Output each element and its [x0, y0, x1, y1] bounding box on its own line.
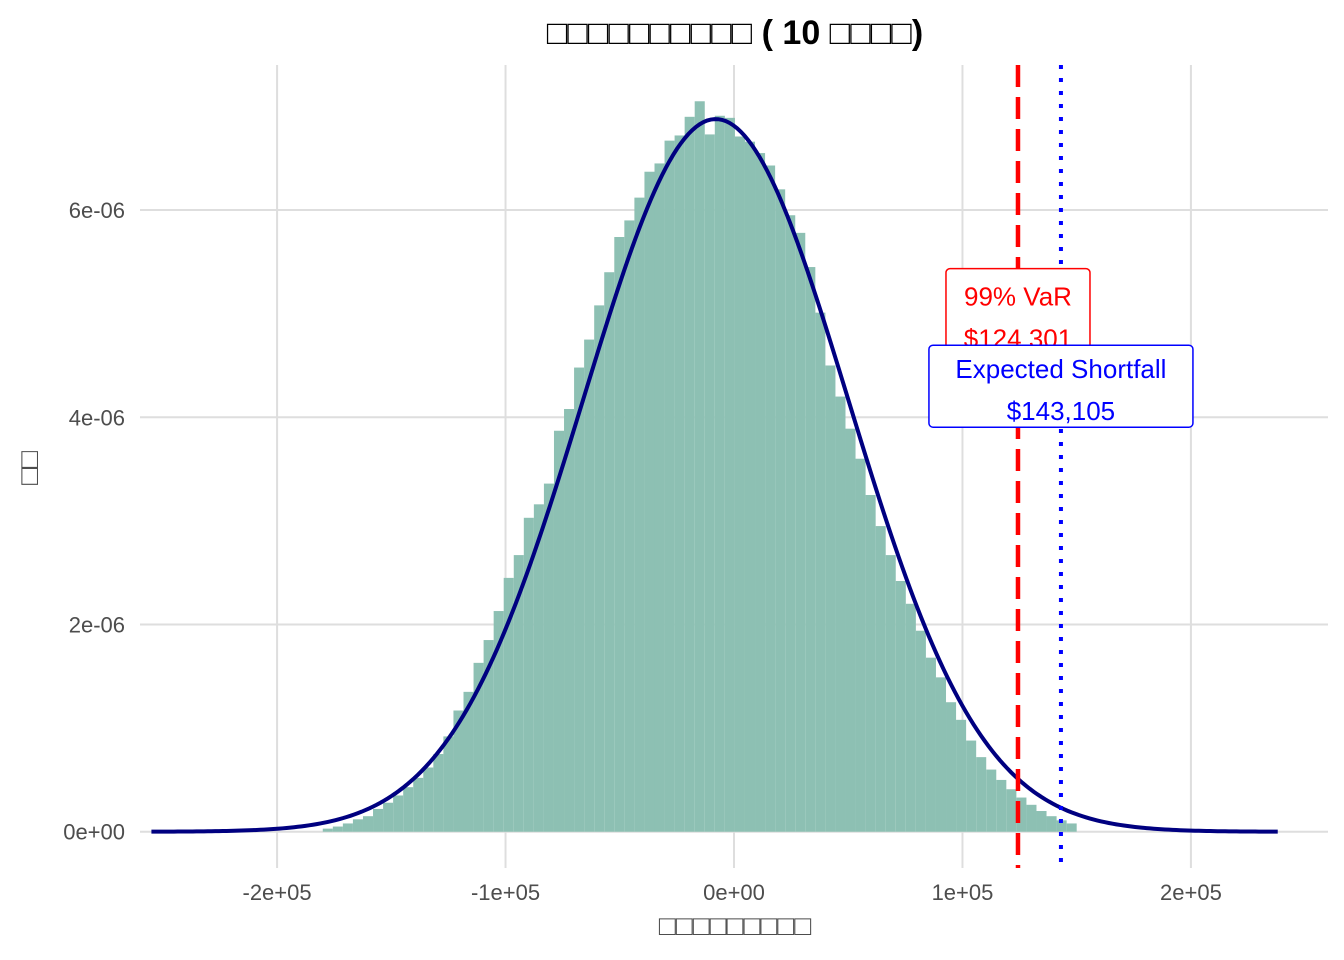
histogram-bar [956, 719, 967, 832]
histogram-bar [935, 677, 947, 832]
histogram-bar [986, 769, 997, 832]
histogram-bar [755, 153, 766, 832]
var-label: 99% VaR [964, 282, 1072, 312]
histogram-bar [1036, 811, 1047, 832]
histogram-bar [885, 555, 896, 832]
histogram-bar [644, 171, 655, 832]
histogram-bar [674, 135, 685, 832]
histogram-bar [503, 577, 514, 832]
x-tick-label: 1e+05 [932, 880, 994, 905]
histogram-bar [976, 757, 987, 832]
histogram-bar [1016, 797, 1027, 832]
histogram-bar [765, 165, 776, 832]
histogram-bar [574, 367, 585, 832]
histogram-bar [915, 630, 926, 832]
histogram-bar [604, 272, 615, 832]
histogram-bar [775, 189, 786, 832]
y-tick-label: 2e-06 [69, 613, 125, 638]
histogram-bar [865, 494, 876, 832]
histogram-bar [1006, 789, 1017, 832]
histogram-bar [805, 267, 816, 832]
y-tick-label: 4e-06 [69, 405, 125, 430]
histogram-bar [594, 305, 605, 832]
histogram-bar [664, 140, 675, 832]
histogram-bar [352, 819, 363, 832]
histogram-bar [332, 826, 343, 832]
histogram-bar [322, 828, 333, 832]
histogram-bar [895, 580, 906, 832]
histogram-bar [785, 215, 796, 832]
histogram-bar [453, 710, 464, 832]
es-value: $143,105 [1007, 396, 1115, 426]
histogram-bar [584, 339, 595, 832]
histogram-bar [483, 640, 494, 832]
x-axis-title: □□□□□□□□□ [659, 910, 811, 941]
histogram-bar [564, 408, 575, 832]
x-tick-label: -1e+05 [471, 880, 540, 905]
histogram-bar [1046, 816, 1057, 832]
histogram-bar [523, 517, 534, 832]
histogram-bar [905, 603, 916, 832]
x-tick-label: 0e+00 [703, 880, 765, 905]
histogram-bar [463, 691, 474, 832]
histogram-bar [614, 236, 625, 832]
histogram-bar [493, 611, 504, 832]
y-tick-labels: 0e+00 2e-06 4e-06 6e-06 [63, 198, 125, 845]
histogram-bar [704, 134, 715, 832]
histogram-bar [1056, 820, 1067, 832]
histogram-bar [825, 365, 836, 832]
histogram-bar [423, 767, 434, 832]
histogram-bar [835, 396, 846, 832]
histogram-bar [795, 232, 806, 832]
histogram-bars [322, 101, 1077, 832]
histogram-bar [543, 483, 554, 832]
histogram-bar [393, 795, 404, 832]
histogram-bar [815, 312, 826, 832]
histogram-bar [925, 657, 936, 832]
histogram-bar [634, 197, 645, 832]
histogram-bar [413, 777, 424, 832]
histogram-bar [714, 115, 725, 832]
histogram-bar [744, 141, 756, 832]
es-label-rect [928, 344, 1194, 428]
histogram-bar [855, 458, 866, 832]
histogram-bar [694, 101, 705, 832]
chart-title: □□□□□□□□□□ ( 10 □□□□) [547, 14, 923, 52]
histogram-bar [553, 430, 565, 832]
histogram-bar [624, 220, 635, 832]
histogram-bar [684, 116, 695, 832]
histogram-bar [1026, 804, 1037, 832]
density-curve [151, 117, 1278, 834]
y-tick-label: 0e+00 [63, 820, 125, 845]
histogram-bar [373, 808, 384, 832]
histogram-bar [513, 555, 524, 832]
histogram-bar [383, 802, 394, 832]
histogram-bar [403, 787, 414, 832]
histogram-bar [845, 428, 856, 832]
histogram-bar [443, 736, 454, 832]
histogram-bar [654, 163, 665, 832]
histogram-bar [473, 662, 484, 832]
histogram-bar [362, 816, 374, 832]
histogram-bar [724, 117, 735, 832]
histogram-bar [433, 754, 444, 832]
histogram-bar [966, 740, 977, 832]
es-label-box: Expected Shortfall $143,105 [928, 344, 1194, 428]
x-tick-label: -2e+05 [243, 880, 312, 905]
y-axis-title: □□ [13, 451, 44, 485]
histogram-bar [533, 504, 544, 832]
histogram-bar [1066, 823, 1077, 832]
histogram-bar [342, 823, 353, 832]
es-label: Expected Shortfall [955, 354, 1166, 384]
histogram-bar [996, 779, 1007, 832]
histogram-bar [946, 702, 957, 832]
histogram-bar [875, 526, 886, 832]
histogram-bar [734, 136, 745, 832]
x-tick-label: 2e+05 [1160, 880, 1222, 905]
y-tick-label: 6e-06 [69, 198, 125, 223]
x-tick-labels: -2e+05 -1e+05 0e+00 1e+05 2e+05 [243, 880, 1222, 905]
